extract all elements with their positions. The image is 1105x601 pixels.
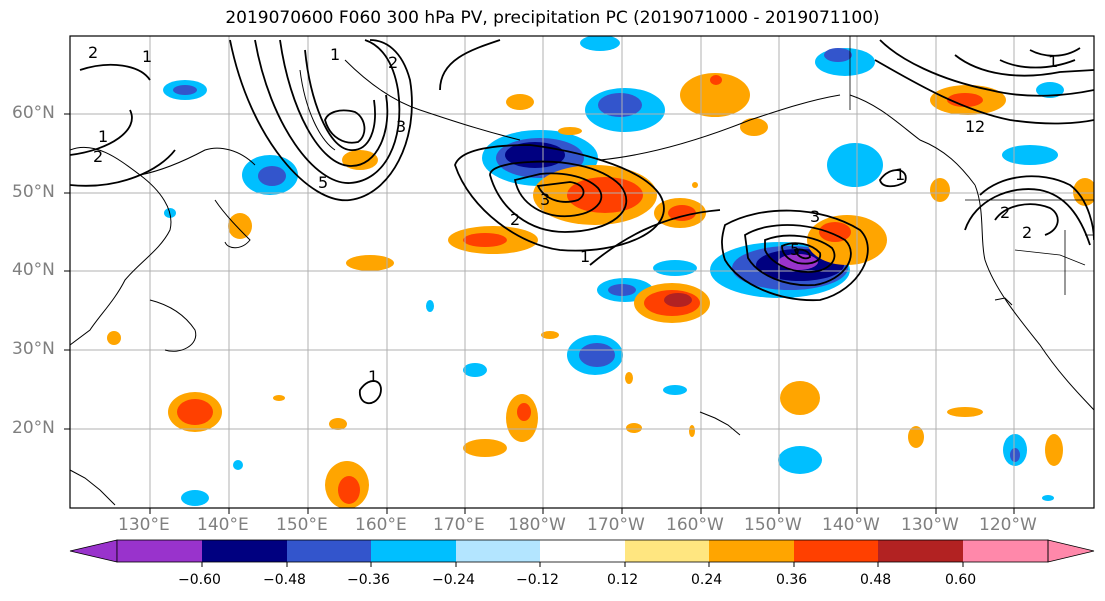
- colorbar-segment: [202, 540, 287, 562]
- colorbar-segment: [69, 539, 118, 563]
- lon-label: 150°E: [276, 515, 328, 535]
- lon-label: 120°W: [979, 515, 1037, 535]
- lon-label: 140°E: [197, 515, 249, 535]
- lat-label: 60°N: [12, 103, 55, 123]
- lon-label: 170°E: [433, 515, 485, 535]
- colorbar-label: 0.48: [860, 572, 892, 588]
- colorbar-label: 0.12: [607, 572, 639, 588]
- contour-label: 1: [142, 47, 152, 66]
- lat-label: 30°N: [12, 339, 55, 359]
- colorbar-segment: [709, 540, 794, 562]
- borders: [849, 36, 1094, 295]
- lon-label: 160°E: [355, 515, 407, 535]
- contour-label: 1: [895, 165, 905, 184]
- colorbar-label: −0.60: [178, 572, 221, 588]
- contour-label: 1: [965, 117, 975, 136]
- contour-label: 1: [98, 127, 108, 146]
- contour-label: 2: [510, 210, 520, 229]
- contour-label: 3: [540, 190, 550, 209]
- colorbar-label: −0.36: [347, 572, 390, 588]
- lon-label: 140°W: [822, 515, 880, 535]
- lat-label: 20°N: [12, 418, 55, 438]
- lon-label: 160°W: [666, 515, 724, 535]
- lon-label: 130°E: [118, 515, 170, 535]
- colorbar-segment: [963, 540, 1048, 562]
- axis-ticks: [64, 113, 1015, 514]
- contour-label: 5: [318, 173, 328, 192]
- colorbar-label: 0.60: [945, 572, 977, 588]
- lon-label: 180°W: [508, 515, 566, 535]
- lon-label: 170°W: [587, 515, 645, 535]
- colorbar-label: −0.12: [516, 572, 559, 588]
- contour-label: 2: [88, 43, 98, 62]
- contour-label-group: 1 2 2 3 5 1 2 1 2 3 3 5 2 1 1 2 1 1 2 1: [88, 43, 1058, 386]
- colorbar-segment: [456, 540, 540, 562]
- contour-label: 2: [1022, 223, 1032, 242]
- colorbar-segment: [371, 540, 456, 562]
- lat-label: 40°N: [12, 260, 55, 280]
- lat-label: 50°N: [12, 182, 55, 202]
- colorbar-segment: [117, 540, 202, 562]
- colorbar-segment: [878, 540, 963, 562]
- contour-label: 1: [368, 367, 378, 386]
- lon-label: 150°W: [744, 515, 802, 535]
- contour-label: 2: [93, 147, 103, 166]
- colorbar: [69, 539, 1095, 567]
- contour-label: 2: [975, 117, 985, 136]
- colorbar-label: −0.24: [432, 572, 475, 588]
- map-frame: [69, 35, 1095, 509]
- contour-label: 1: [580, 247, 590, 266]
- contour-label: 5: [790, 240, 800, 259]
- contour-label: 2: [1000, 203, 1010, 222]
- pv-contours: [70, 39, 1094, 404]
- colorbar-segment: [794, 540, 878, 562]
- graticule: [70, 36, 1094, 508]
- contour-label: 3: [810, 207, 820, 226]
- contour-label: 2: [388, 53, 398, 72]
- coastlines: [70, 59, 1094, 506]
- colorbar-segment: [1047, 539, 1095, 563]
- colorbar-segment: [625, 540, 709, 562]
- colorbar-frame: [116, 539, 1049, 563]
- contour-label: 1: [330, 45, 340, 64]
- colorbar-label: 0.36: [776, 572, 808, 588]
- contour-label: 1: [1048, 52, 1058, 71]
- colorbar-label: −0.48: [263, 572, 306, 588]
- lon-label: 130°W: [901, 515, 959, 535]
- colorbar-segment: [287, 540, 371, 562]
- precip-shading: [107, 36, 1094, 508]
- colorbar-segment: [540, 540, 625, 562]
- map-title: 2019070600 F060 300 hPa PV, precipitatio…: [225, 8, 880, 28]
- colorbar-label: 0.24: [691, 572, 723, 588]
- contour-label: 3: [396, 117, 406, 136]
